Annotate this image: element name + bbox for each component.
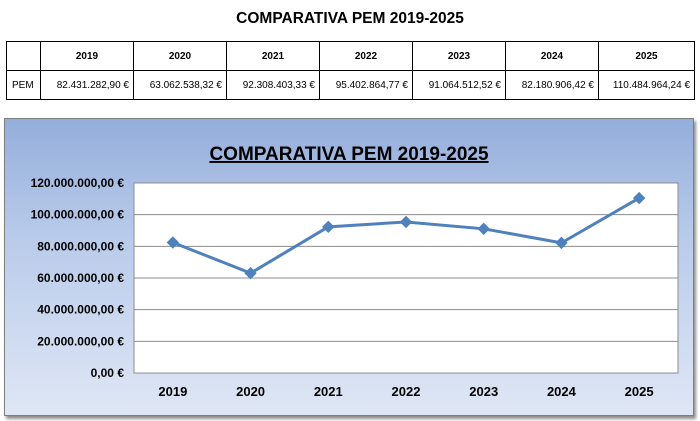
row-label-pem: PEM bbox=[6, 70, 41, 100]
x-tick-label: 2024 bbox=[547, 384, 577, 399]
pem-value-cell: 110.484.964,24 € bbox=[598, 70, 695, 100]
data-point-marker bbox=[166, 236, 180, 249]
x-tick-label: 2023 bbox=[469, 384, 498, 399]
y-tick-label: 60.000.000,00 € bbox=[37, 271, 124, 285]
year-header: 2023 bbox=[412, 41, 506, 71]
table-corner-cell bbox=[6, 41, 41, 71]
pem-value-cell: 95.402.864,77 € bbox=[319, 70, 413, 100]
year-header: 2021 bbox=[226, 41, 320, 71]
y-tick-label: 0,00 € bbox=[91, 366, 125, 380]
year-header: 2020 bbox=[133, 41, 227, 71]
data-point-marker bbox=[322, 220, 335, 234]
y-tick-label: 80.000.000,00 € bbox=[37, 239, 124, 253]
pem-table: 2019 2020 2021 2022 2023 2024 2025 PEM 8… bbox=[6, 41, 695, 100]
data-point-marker bbox=[399, 215, 413, 229]
pem-value-cell: 82.431.282,90 € bbox=[40, 70, 134, 100]
x-tick-label: 2022 bbox=[392, 384, 421, 399]
y-tick-label: 120.000.000,00 € bbox=[31, 176, 125, 190]
y-tick-label: 20.000.000,00 € bbox=[37, 334, 124, 348]
year-header: 2022 bbox=[319, 41, 413, 71]
table-header-row: 2019 2020 2021 2022 2023 2024 2025 bbox=[6, 41, 695, 71]
y-tick-label: 100.000.000,00 € bbox=[31, 208, 125, 222]
year-header: 2025 bbox=[598, 41, 695, 71]
year-header: 2024 bbox=[505, 41, 599, 71]
line-chart: COMPARATIVA PEM 2019-2025 0,00 € 20.000.00… bbox=[31, 144, 679, 399]
pem-value-cell: 92.308.403,33 € bbox=[226, 70, 320, 100]
data-point-marker bbox=[477, 222, 490, 236]
chart-title: COMPARATIVA PEM 2019-2025 bbox=[209, 144, 489, 165]
data-point-marker bbox=[632, 191, 646, 205]
chart-area: COMPARATIVA PEM 2019-2025 0,00 € 20.000.00… bbox=[4, 118, 694, 416]
data-point-marker bbox=[555, 236, 568, 250]
x-tick-label: 2019 bbox=[158, 384, 187, 399]
x-tick-label: 2021 bbox=[314, 384, 343, 399]
year-header: 2019 bbox=[40, 41, 134, 71]
pem-value-cell: 82.180.906,42 € bbox=[505, 70, 599, 100]
x-tick-label: 2020 bbox=[236, 384, 265, 399]
page-title: COMPARATIVA PEM 2019-2025 bbox=[236, 10, 464, 27]
table-row: PEM 82.431.282,90 € 63.062.538,32 € 92.3… bbox=[6, 70, 695, 100]
x-tick-label: 2025 bbox=[625, 384, 654, 399]
data-point-marker bbox=[244, 266, 257, 280]
pem-value-cell: 63.062.538,32 € bbox=[133, 70, 227, 100]
pem-value-cell: 91.064.512,52 € bbox=[412, 70, 506, 100]
y-tick-label: 40.000.000,00 € bbox=[37, 303, 124, 317]
